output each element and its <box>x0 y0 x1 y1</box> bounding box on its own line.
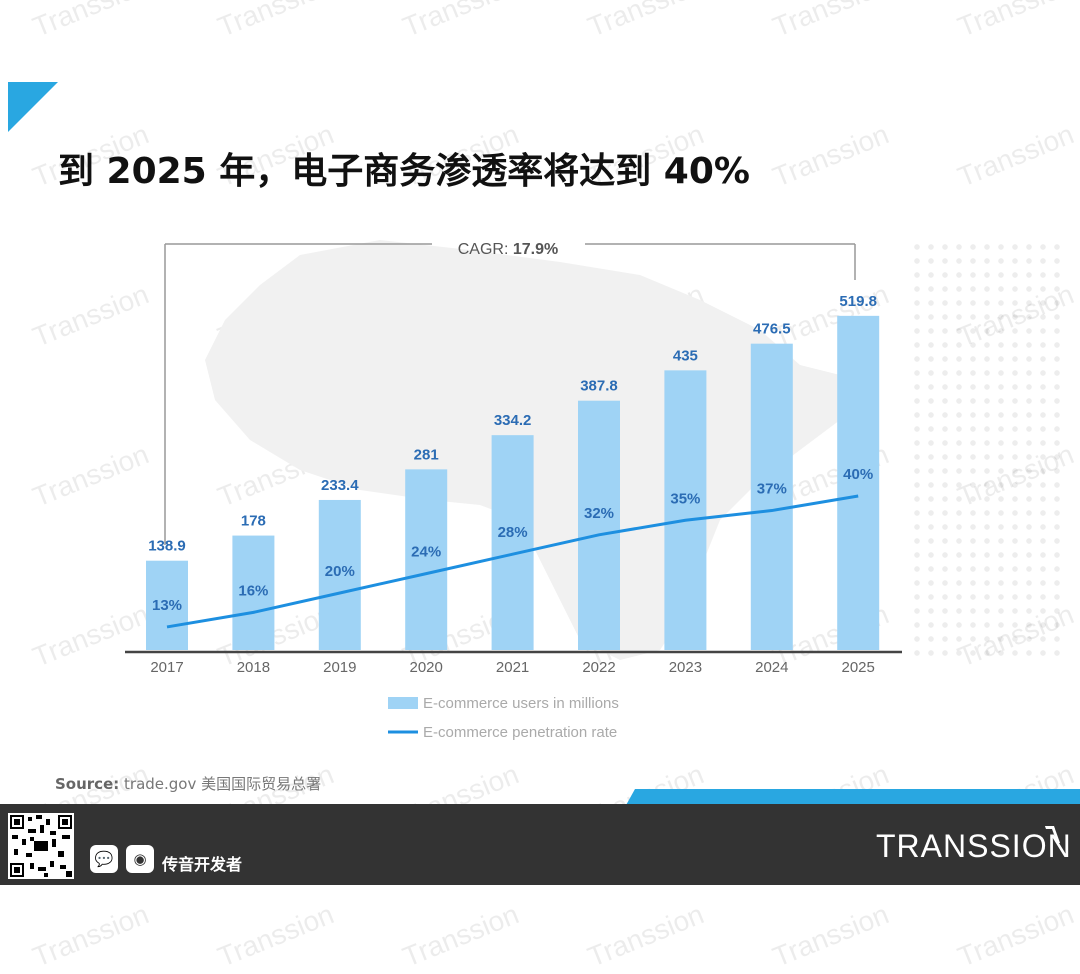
footer-bar: 💬 ◉ 传音开发者 TRANSSION <box>0 804 1080 885</box>
watermark-text: Transsion <box>213 898 339 973</box>
rate-label-2019: 20% <box>325 563 355 580</box>
bar-2023 <box>664 370 707 650</box>
page-title: 到 2025 年，电子商务渗透率将达到 40% <box>58 151 750 192</box>
bar-value-label-2025: 519.8 <box>839 293 877 310</box>
qr-code[interactable] <box>8 813 74 879</box>
rate-label-2021: 28% <box>498 524 528 541</box>
x-tick-2019: 2019 <box>323 659 356 676</box>
bar-value-label-2020: 281 <box>414 446 439 463</box>
watermark-text: Transsion <box>953 898 1079 973</box>
cagr-prefix: CAGR: <box>458 241 513 258</box>
bar-value-label-2019: 233.4 <box>321 477 359 494</box>
rate-label-2020: 24% <box>411 544 441 561</box>
footer-accent-strip <box>625 789 1080 807</box>
penetration-rate-line <box>166 494 859 629</box>
bar-value-label-2024: 476.5 <box>753 321 791 338</box>
x-tick-2017: 2017 <box>150 659 183 676</box>
bar-2025 <box>837 315 880 650</box>
x-tick-2022: 2022 <box>582 659 615 676</box>
x-tick-2023: 2023 <box>669 659 702 676</box>
x-tick-2020: 2020 <box>410 659 443 676</box>
source-text: trade.gov 美国国际贸易总署 <box>124 775 322 793</box>
x-tick-labels: 2017 2018 2019 2020 2021 2022 2023 2024 2025 <box>150 659 875 676</box>
source-line: Source: trade.gov 美国国际贸易总署 <box>55 773 321 794</box>
labels-group: 138.9 13% 178 16% 233.4 20% 281 24% 334.2 28% 387.… <box>148 293 877 614</box>
chart: CAGR: 17.9% 138.9 13% 178 16% 233.4 20% 281 24%… <box>125 240 902 741</box>
source-label: Source: <box>55 775 120 793</box>
bar-2017 <box>146 560 188 650</box>
bar-2020 <box>405 469 448 650</box>
rate-label-2018: 16% <box>238 582 268 599</box>
watermark-text: Transsion <box>768 898 894 973</box>
watermark-text: Transsion <box>583 898 709 973</box>
corner-accent-triangle <box>8 82 58 132</box>
bar-2024 <box>750 343 793 650</box>
bar-2022 <box>578 400 620 650</box>
legend-bar-label: E-commerce users in millions <box>423 695 619 712</box>
x-tick-2024: 2024 <box>755 659 788 676</box>
bars-group <box>146 315 880 650</box>
rate-label-2017: 13% <box>152 597 182 614</box>
legend-bar-swatch <box>388 697 418 709</box>
rate-label-2025: 40% <box>843 466 873 483</box>
bar-value-label-2017: 138.9 <box>148 538 186 555</box>
transsion-logo: TRANSSION <box>876 828 1072 864</box>
x-tick-2018: 2018 <box>237 659 270 676</box>
legend-line-label: E-commerce penetration rate <box>423 724 617 741</box>
bar-2019 <box>318 499 361 650</box>
rate-label-2024: 37% <box>757 481 787 498</box>
watermark-text: Transsion <box>28 898 154 973</box>
rate-label-2022: 32% <box>584 505 614 522</box>
rate-label-2023: 35% <box>670 490 700 507</box>
bar-2018 <box>232 535 275 650</box>
x-tick-2025: 2025 <box>842 659 875 676</box>
cagr-annotation: CAGR: 17.9% <box>458 241 559 258</box>
legend: E-commerce users in millions E-commerce … <box>388 695 619 741</box>
watermark-text: Transsion <box>398 898 524 973</box>
bar-value-label-2023: 435 <box>673 347 698 364</box>
bar-value-label-2021: 334.2 <box>494 412 532 429</box>
wechat-icon[interactable]: 💬 <box>90 845 118 873</box>
bar-2021 <box>491 435 534 650</box>
bar-value-label-2022: 387.8 <box>580 378 618 395</box>
cagr-value: 17.9% <box>513 241 558 258</box>
weibo-icon[interactable]: ◉ <box>126 845 154 873</box>
account-name: 传音开发者 <box>162 855 243 874</box>
bar-value-label-2018: 178 <box>241 513 266 530</box>
x-tick-2021: 2021 <box>496 659 529 676</box>
decorative-dot-pattern <box>910 240 1060 660</box>
